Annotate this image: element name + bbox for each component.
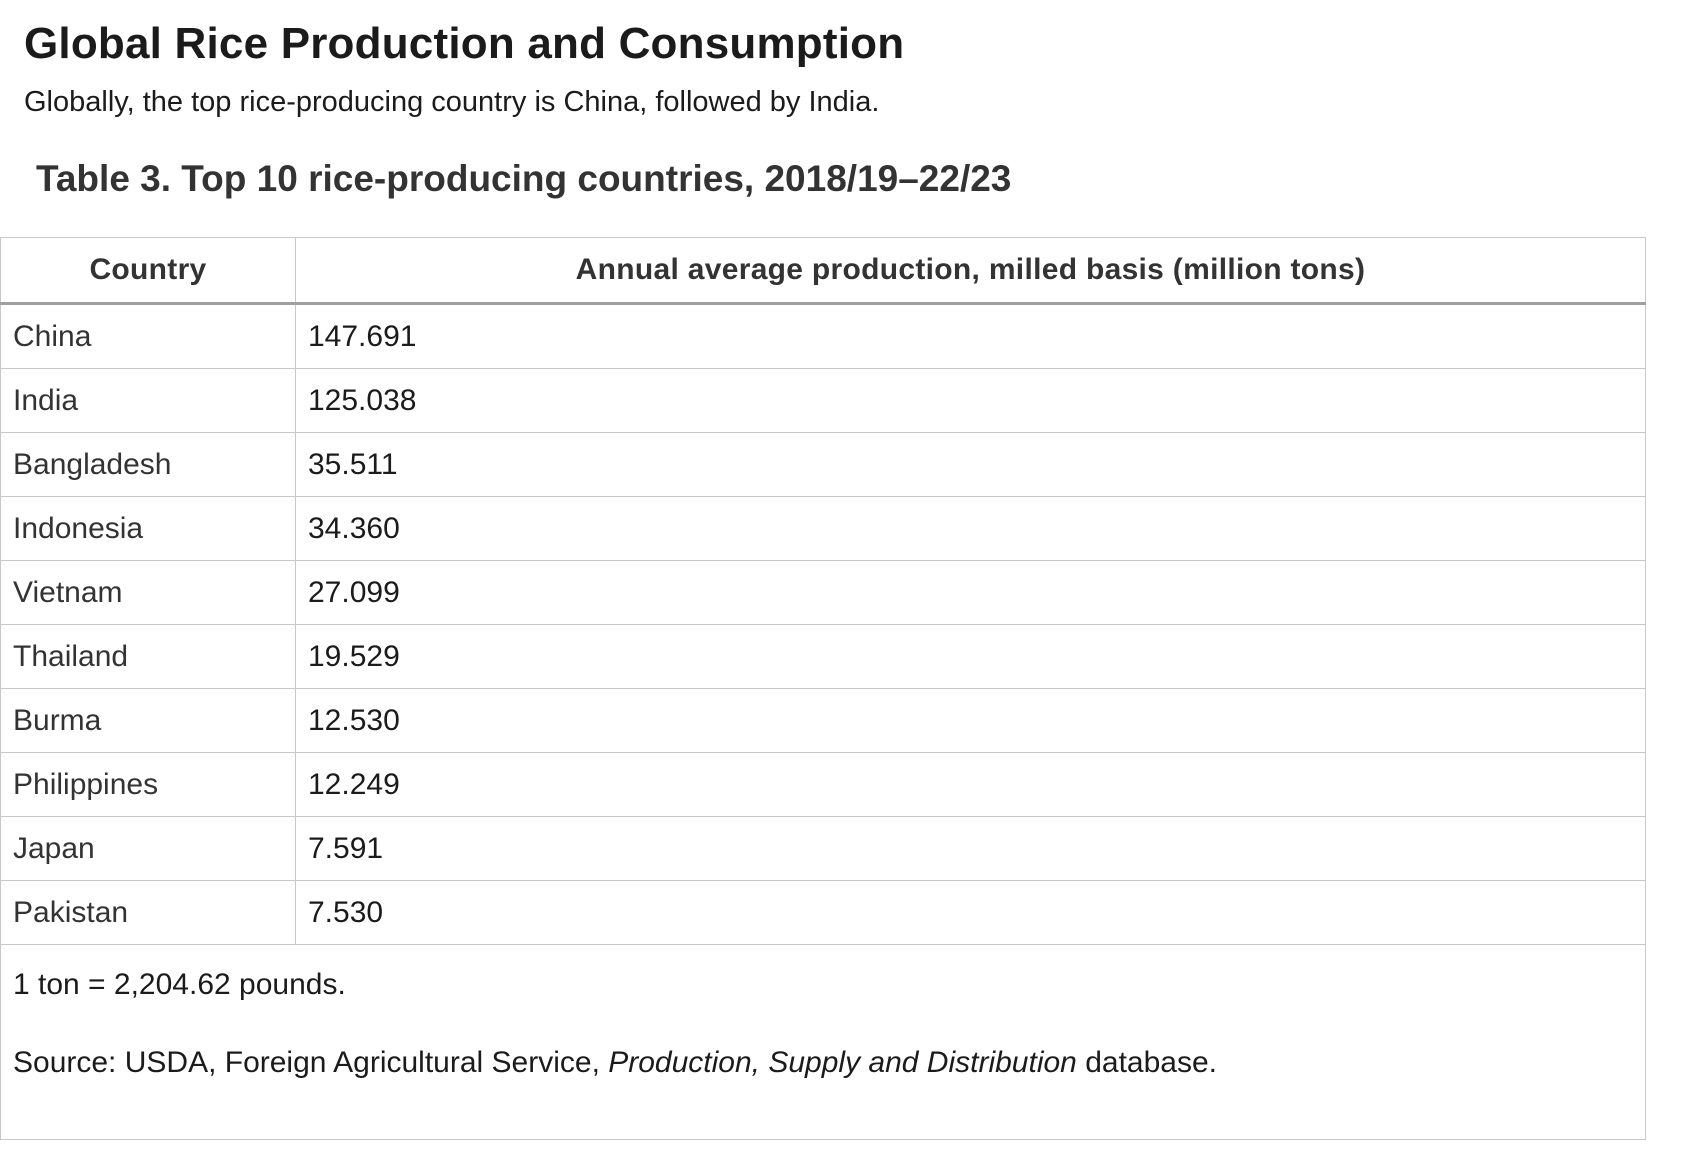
- table-header-row: Country Annual average production, mille…: [0, 237, 1646, 305]
- country-cell: Philippines: [0, 752, 296, 817]
- country-cell: Bangladesh: [0, 432, 296, 497]
- production-table: Country Annual average production, mille…: [0, 237, 1646, 1140]
- production-cell: 147.691: [295, 303, 1646, 369]
- column-header-country: Country: [0, 237, 296, 305]
- production-cell: 7.591: [295, 816, 1646, 881]
- source-note: Source: USDA, Foreign Agricultural Servi…: [13, 1043, 1633, 1083]
- table-row: China 147.691: [0, 303, 1646, 369]
- country-cell: Vietnam: [0, 560, 296, 625]
- table-row: Vietnam 27.099: [0, 560, 1646, 625]
- country-cell: Pakistan: [0, 880, 296, 945]
- source-prefix: Source: USDA, Foreign Agricultural Servi…: [13, 1046, 609, 1079]
- table-row: Pakistan 7.530: [0, 880, 1646, 945]
- source-suffix: database.: [1076, 1046, 1217, 1079]
- table-caption: Table 3. Top 10 rice-producing countries…: [36, 158, 1012, 199]
- country-cell: Burma: [0, 688, 296, 753]
- table-row: Philippines 12.249: [0, 752, 1646, 817]
- unit-note: 1 ton = 2,204.62 pounds.: [13, 968, 346, 1001]
- production-cell: 27.099: [295, 560, 1646, 625]
- production-cell: 125.038: [295, 368, 1646, 433]
- production-cell: 12.530: [295, 688, 1646, 753]
- table-footer-row: 1 ton = 2,204.62 pounds. Source: USDA, F…: [0, 944, 1646, 1140]
- column-header-production: Annual average production, milled basis …: [295, 237, 1646, 305]
- intro-paragraph: Globally, the top rice-producing country…: [24, 86, 880, 118]
- country-cell: Indonesia: [0, 496, 296, 561]
- production-cell: 12.249: [295, 752, 1646, 817]
- table-row: Indonesia 34.360: [0, 496, 1646, 561]
- production-cell: 7.530: [295, 880, 1646, 945]
- production-cell: 34.360: [295, 496, 1646, 561]
- table-row: India 125.038: [0, 368, 1646, 433]
- table-footnote: 1 ton = 2,204.62 pounds. Source: USDA, F…: [0, 944, 1646, 1140]
- production-cell: 35.511: [295, 432, 1646, 497]
- table-row: Japan 7.591: [0, 816, 1646, 881]
- table-row: Bangladesh 35.511: [0, 432, 1646, 497]
- table-row: Burma 12.530: [0, 688, 1646, 753]
- page-title: Global Rice Production and Consumption: [24, 19, 905, 68]
- country-cell: Thailand: [0, 624, 296, 689]
- country-cell: China: [0, 303, 296, 369]
- source-database-title: Production, Supply and Distribution: [608, 1046, 1077, 1079]
- production-cell: 19.529: [295, 624, 1646, 689]
- country-cell: India: [0, 368, 296, 433]
- page-content: Global Rice Production and Consumption G…: [24, 14, 1672, 204]
- table-row: Thailand 19.529: [0, 624, 1646, 689]
- country-cell: Japan: [0, 816, 296, 881]
